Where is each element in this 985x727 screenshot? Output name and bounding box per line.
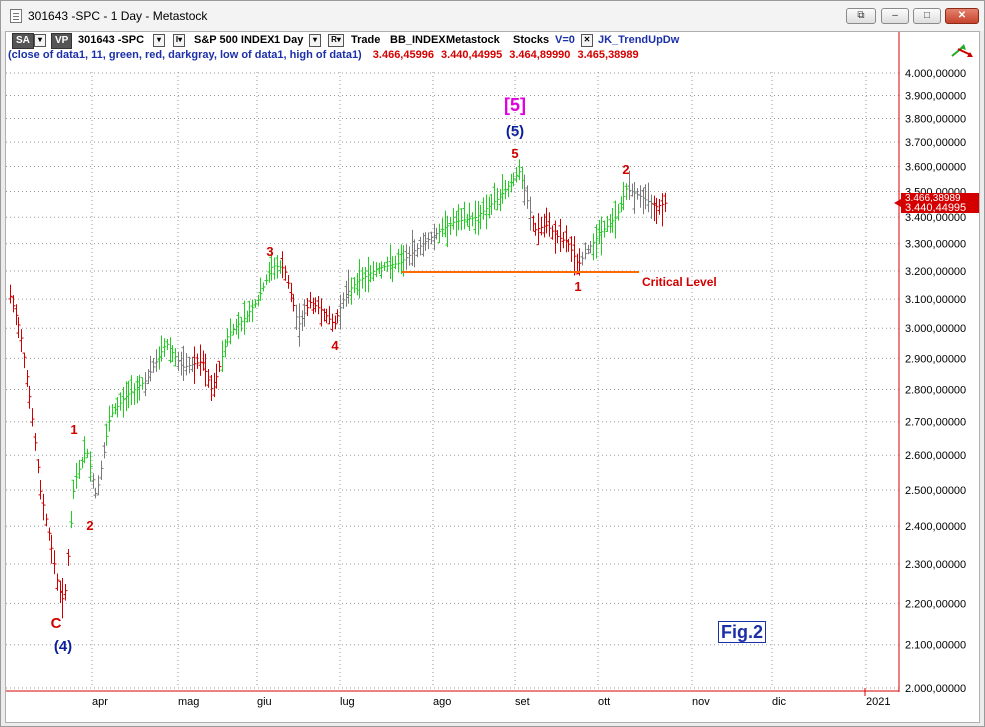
price-tick-label: 2.900,00000: [905, 353, 966, 365]
chevron-down-icon: ▾: [34, 34, 46, 47]
chart-type-button[interactable]: I▾: [173, 33, 185, 47]
time-tick-label: ago: [433, 696, 451, 708]
critical-level-label: Critical Level: [642, 275, 717, 289]
time-tick-label: 2021: [866, 696, 890, 708]
sa-dropdown[interactable]: ▾: [34, 33, 46, 47]
indicator-legend: (close of data1, 11, green, red, darkgra…: [8, 49, 639, 61]
close-button[interactable]: ✕: [945, 8, 979, 24]
r-button[interactable]: R▾: [328, 33, 344, 47]
grid-group: [6, 72, 899, 689]
last-price-arrow-icon: [894, 199, 901, 207]
price-tick-label: 4.000,00000: [905, 68, 966, 80]
last-price-bg: [901, 193, 979, 202]
source-label: Metastock: [446, 34, 500, 46]
price-tick-label: 3.600,00000: [905, 161, 966, 173]
wave-3-label: 3: [266, 244, 273, 259]
wave-5-primary-label: [5]: [504, 95, 526, 115]
wave-c-label: C: [51, 615, 62, 632]
minimize-button[interactable]: ‒: [881, 8, 909, 24]
price-bars-group: [8, 159, 668, 619]
maximize-button[interactable]: □: [913, 8, 941, 24]
last-price-bg-2: [901, 202, 979, 213]
time-tick-label: dic: [772, 696, 787, 708]
wave-2-april-label: 2: [86, 518, 93, 533]
index-name: S&P 500 INDEX: [194, 34, 275, 46]
version-label: V=0: [555, 34, 575, 46]
wave-5-intermediate-label: (5): [506, 123, 524, 140]
wave-5-minor-label: 5: [511, 146, 518, 161]
chart-area[interactable]: 4.000,00000 3.900,00000 3.800,00000 3.700,0…: [5, 31, 980, 723]
price-chart[interactable]: 4.000,00000 3.900,00000 3.800,00000 3.700,0…: [6, 32, 980, 723]
last-price-top: 3.466,38989: [905, 193, 961, 204]
restore-window-button[interactable]: ⧉: [846, 8, 876, 24]
chevron-down-icon: ▾: [153, 34, 165, 47]
period-dropdown[interactable]: ▾: [309, 33, 321, 47]
price-tick-label: 3.900,00000: [905, 90, 966, 102]
price-tick-label: 3.700,00000: [905, 137, 966, 149]
trend-arrows-icon[interactable]: [949, 41, 975, 61]
price-tick-label: 2.700,00000: [905, 417, 966, 429]
time-tick-label: giu: [257, 696, 272, 708]
time-tick-label: ott: [598, 696, 610, 708]
bbindex-label: BB_INDEX: [390, 34, 446, 46]
close-icon: ✕: [581, 34, 593, 47]
chart-toolbar: SA ▾ VP 301643 -SPC ▾ I▾ S&P 500 INDEX 1…: [6, 32, 906, 49]
time-tick-label: apr: [92, 696, 108, 708]
wave-4-intermediate-label: (4): [54, 638, 72, 655]
time-tick-label: mag: [178, 696, 199, 708]
document-icon: [10, 9, 22, 23]
price-tick-label: 2.100,00000: [905, 640, 966, 652]
wave-1-september-label: 1: [574, 279, 581, 294]
chevron-down-icon: ▾: [309, 34, 321, 47]
bar-chart-icon: I▾: [173, 34, 185, 47]
trade-label[interactable]: Trade: [351, 34, 381, 46]
sa-button[interactable]: SA: [12, 33, 34, 49]
symbol-label: 301643 -SPC: [78, 34, 145, 46]
wave-1-april-label: 1: [70, 422, 77, 437]
price-tick-label: 2.500,00000: [905, 485, 966, 497]
expert-label[interactable]: JK_TrendUpDw: [598, 34, 680, 46]
vp-button[interactable]: VP: [51, 33, 73, 49]
last-price-label: 3.440,44995: [905, 202, 966, 214]
figure-label: Fig.2: [718, 621, 767, 643]
time-tick-label: nov: [692, 696, 710, 708]
wave-2-october-label: 2: [622, 162, 629, 177]
indicator-value-2: 3.440,44995: [441, 49, 503, 61]
price-tick-label: 2.800,00000: [905, 384, 966, 396]
r-menu-icon: R▾: [328, 34, 344, 47]
indicator-value-3: 3.464,89990: [509, 49, 571, 61]
price-tick-label: 3.300,00000: [905, 239, 966, 251]
price-tick-label: 2.400,00000: [905, 521, 966, 533]
price-tick-label: 3.100,00000: [905, 294, 966, 306]
indicator-value-4: 3.465,38989: [577, 49, 639, 61]
expert-remove-button[interactable]: ✕: [581, 33, 593, 47]
price-tick-label: 2.300,00000: [905, 559, 966, 571]
price-tick-label: 3.200,00000: [905, 266, 966, 278]
window-title: 301643 -SPC - 1 Day - Metastock: [28, 9, 208, 23]
price-tick-label: 2.600,00000: [905, 450, 966, 462]
price-tick-label: 2.000,00000: [905, 683, 966, 695]
indicator-value-1: 3.466,45996: [372, 49, 434, 61]
wave-4-label: 4: [331, 338, 339, 353]
time-tick-label: set: [515, 696, 530, 708]
title-bar: 301643 -SPC - 1 Day - Metastock ⧉ ‒ □ ✕: [1, 1, 984, 31]
price-tick-label: 2.200,00000: [905, 598, 966, 610]
time-tick-label: lug: [340, 696, 355, 708]
symbol-dropdown[interactable]: ▾: [153, 33, 165, 47]
price-tick-label: 3.400,00000: [905, 212, 966, 224]
category-label: Stocks: [513, 34, 550, 46]
indicator-description: (close of data1, 11, green, red, darkgra…: [8, 49, 362, 61]
price-tick-label: 3.800,00000: [905, 114, 966, 126]
price-tick-label: 3.000,00000: [905, 323, 966, 335]
period-label: 1 Day: [274, 34, 304, 46]
